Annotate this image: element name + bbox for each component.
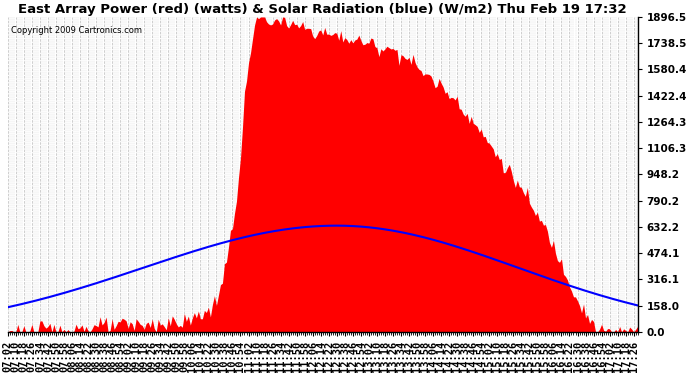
Text: Copyright 2009 Cartronics.com: Copyright 2009 Cartronics.com	[11, 26, 142, 35]
Title: East Array Power (red) (watts) & Solar Radiation (blue) (W/m2) Thu Feb 19 17:32: East Array Power (red) (watts) & Solar R…	[19, 3, 627, 16]
